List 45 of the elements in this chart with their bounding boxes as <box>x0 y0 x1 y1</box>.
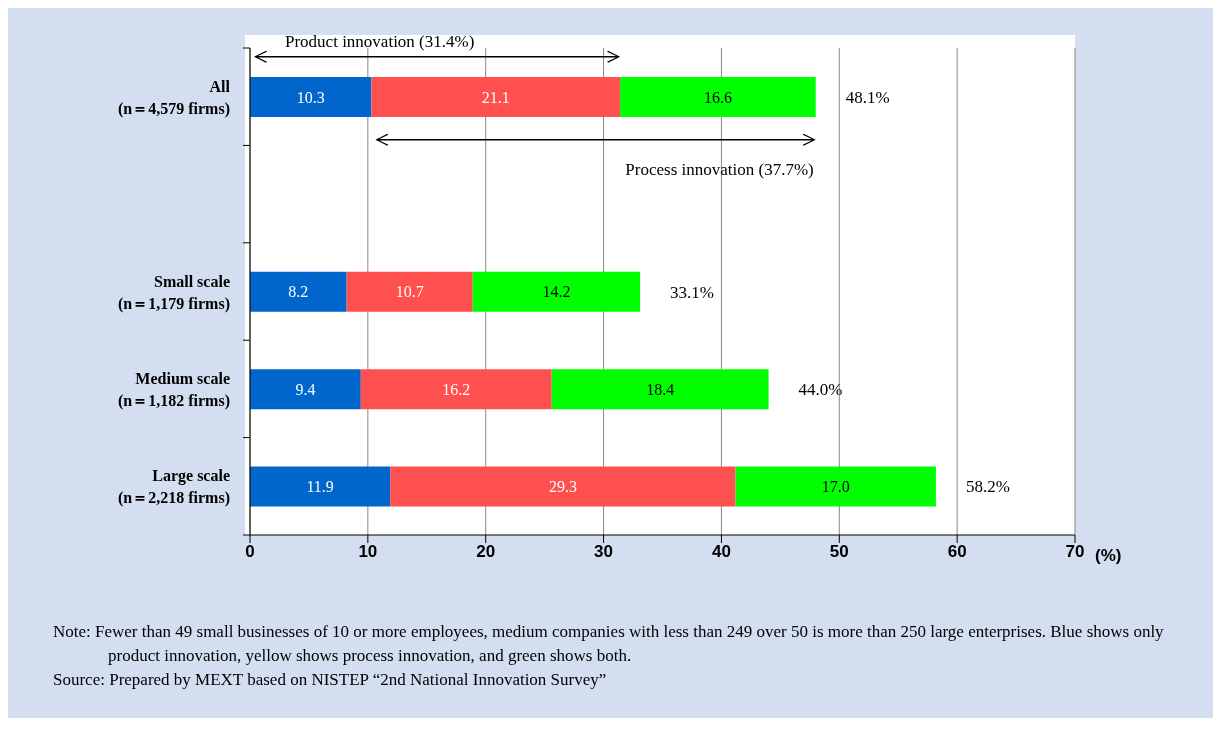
bar <box>250 77 372 117</box>
y-tick-label: Medium scale (n＝1,182 firms) <box>118 369 230 410</box>
bar <box>250 369 361 410</box>
bar <box>346 271 473 312</box>
bar <box>735 466 936 507</box>
bar <box>620 77 816 117</box>
y-tick-label: Small scale (n＝1,179 firms) <box>118 272 230 313</box>
x-tick-label: 10 <box>358 542 378 562</box>
total-label: 44.0% <box>798 379 843 399</box>
data-label: 10.7 <box>395 283 424 301</box>
bar <box>472 271 641 312</box>
data-label: 9.4 <box>295 380 316 398</box>
bar <box>360 369 552 410</box>
data-label: 8.2 <box>288 283 309 301</box>
y-tick-label: Large scale (n＝2,218 firms) <box>118 467 230 508</box>
x-tick-label: 50 <box>829 542 849 562</box>
data-label: 21.1 <box>481 88 510 106</box>
annotation: Process innovation (37.7%) <box>625 159 814 179</box>
x-tick-label: 70 <box>1065 542 1085 562</box>
x-tick-label: 40 <box>711 542 731 562</box>
data-label: 14.2 <box>542 283 571 301</box>
x-tick-label: 30 <box>594 542 614 562</box>
bar <box>250 271 347 312</box>
bar <box>250 466 391 507</box>
x-tick-label: 60 <box>947 542 967 562</box>
data-label: 11.9 <box>306 478 334 496</box>
text: Note: Fewer than 49 small businesses of 10 or more employees, medium companies with less than 249 over 50 is more than 250 large enterprises. Blue shows only product innovation, yellow shows process innovation, and green shows both. <box>53 621 1165 667</box>
data-label: 16.2 <box>442 380 471 398</box>
annotation: Product innovation (31.4%) <box>285 31 475 51</box>
bar <box>371 77 621 117</box>
total-label: 48.1% <box>845 87 890 107</box>
total-label: 33.1% <box>670 282 715 302</box>
data-label: 17.0 <box>821 478 850 496</box>
x-tick-label: 20 <box>476 542 496 562</box>
bar <box>390 466 736 507</box>
y-tick-label: All (n＝4,579 firms) <box>118 77 231 118</box>
x-tick-label: 0 <box>245 542 255 562</box>
source-note: Source: Prepared by MEXT based on NISTEP “2nd National Innovation Survey” <box>53 669 608 691</box>
bar <box>551 369 769 410</box>
data-label: 10.3 <box>296 88 325 106</box>
x-axis-title: (%) <box>1095 546 1122 565</box>
data-label: 29.3 <box>548 478 577 496</box>
total-label: 58.2% <box>965 477 1010 497</box>
data-label: 18.4 <box>646 380 675 398</box>
data-label: 16.6 <box>703 88 732 106</box>
